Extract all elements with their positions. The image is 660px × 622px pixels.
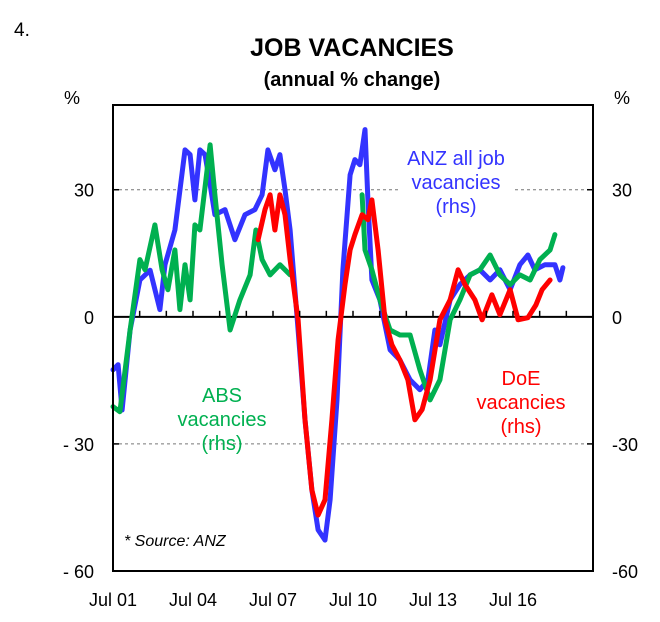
x-tick-label: Jul 01 xyxy=(89,590,137,610)
series-label-anz: ANZ all job xyxy=(407,148,505,170)
x-tick-label: Jul 07 xyxy=(249,590,297,610)
series-label-doe: DoE xyxy=(502,368,541,390)
y-axis-unit-right: % xyxy=(614,88,630,108)
series-label-abs: (rhs) xyxy=(201,433,242,455)
y-tick-label-right: -30 xyxy=(612,435,638,455)
y-tick-label-left: 30 xyxy=(74,181,94,201)
series-label-anz: vacancies xyxy=(412,172,501,194)
y-tick-label-left: - 30 xyxy=(63,435,94,455)
y-tick-label-right: -60 xyxy=(612,562,638,582)
x-tick-label: Jul 10 xyxy=(329,590,377,610)
series-label-anz: (rhs) xyxy=(435,196,476,218)
y-tick-label-left: 0 xyxy=(84,308,94,328)
y-tick-label-right: 30 xyxy=(612,181,632,201)
y-tick-label-left: - 60 xyxy=(63,562,94,582)
chart-subtitle: (annual % change) xyxy=(264,69,441,91)
y-axis-unit-left: % xyxy=(64,88,80,108)
series-line-doe xyxy=(255,192,553,518)
series-label-abs: ABS xyxy=(202,385,242,407)
chart-title: JOB VACANCIES xyxy=(250,34,454,62)
x-tick-label: Jul 16 xyxy=(489,590,537,610)
series-label-doe: (rhs) xyxy=(500,416,541,438)
x-tick-label: Jul 04 xyxy=(169,590,217,610)
series-label-doe: vacancies xyxy=(477,392,566,414)
x-tick-label: Jul 13 xyxy=(409,590,457,610)
source-note: * Source: ANZ xyxy=(124,533,227,550)
series-label-bg xyxy=(400,143,512,215)
y-tick-label-right: 0 xyxy=(612,308,622,328)
page-number: 4. xyxy=(14,20,30,41)
series-label-abs: vacancies xyxy=(178,409,267,431)
plot-frame xyxy=(112,104,594,572)
